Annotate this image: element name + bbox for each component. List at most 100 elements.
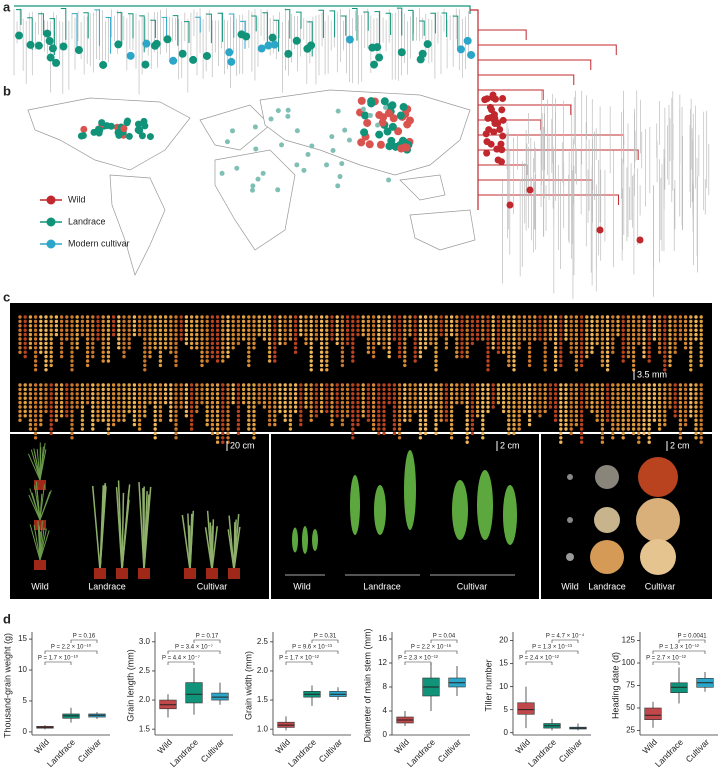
seed <box>101 405 105 409</box>
seed <box>96 405 100 409</box>
seed <box>689 387 693 392</box>
seed <box>179 324 183 328</box>
seed <box>569 315 573 319</box>
seed <box>621 418 625 422</box>
tree-tip <box>142 39 151 48</box>
seed <box>600 387 605 392</box>
seed <box>423 414 428 418</box>
seed <box>413 400 417 405</box>
seed <box>361 414 365 418</box>
seed <box>278 319 282 324</box>
site <box>98 119 106 127</box>
seed <box>221 422 225 427</box>
seed <box>392 315 397 319</box>
seed <box>283 392 287 396</box>
seed <box>273 422 277 427</box>
bracket <box>70 639 98 643</box>
seed <box>569 383 573 387</box>
seed <box>23 354 27 359</box>
seed <box>678 383 683 387</box>
seed <box>475 387 480 392</box>
seed <box>590 409 594 414</box>
seed <box>39 315 43 319</box>
site <box>285 113 291 119</box>
seed <box>616 427 620 431</box>
seed <box>590 392 594 396</box>
seed <box>689 392 693 396</box>
seed <box>689 405 693 409</box>
seed <box>65 405 69 409</box>
seed <box>553 328 558 332</box>
seed <box>340 354 345 359</box>
seed <box>221 341 225 346</box>
seed <box>252 328 256 332</box>
seed <box>600 324 605 328</box>
seed <box>689 368 693 372</box>
seed <box>174 324 178 328</box>
seed <box>356 405 360 409</box>
seed <box>382 328 386 332</box>
seed <box>137 414 142 418</box>
seed <box>559 324 563 328</box>
seed <box>210 383 215 387</box>
seed <box>49 396 53 400</box>
y-axis-title: Tiller number <box>483 659 493 711</box>
seed <box>663 387 667 392</box>
seed <box>122 405 126 409</box>
seed <box>475 383 480 387</box>
seed <box>418 392 423 396</box>
seed <box>626 418 631 422</box>
seed <box>96 315 100 319</box>
seed <box>507 392 511 396</box>
seed <box>600 436 605 440</box>
seed <box>553 368 558 372</box>
seed <box>70 350 74 354</box>
seed <box>517 396 521 400</box>
seed <box>637 315 641 319</box>
seed <box>148 396 152 400</box>
seed <box>507 431 511 436</box>
seed <box>527 332 532 337</box>
seed <box>449 324 454 328</box>
seed <box>148 387 152 392</box>
seed <box>527 392 532 396</box>
panel-label: c <box>3 289 10 304</box>
seed <box>267 332 272 337</box>
seed <box>91 418 95 422</box>
tree-branch <box>139 15 145 53</box>
seed <box>356 418 360 422</box>
site <box>383 127 392 136</box>
seed <box>631 324 636 328</box>
seed <box>465 387 469 392</box>
seed <box>23 346 27 350</box>
seed <box>117 414 121 418</box>
seed <box>33 341 38 346</box>
seed <box>694 405 698 409</box>
seed <box>559 383 563 387</box>
seed <box>699 387 703 392</box>
seed <box>226 387 230 392</box>
seed <box>215 392 220 396</box>
seed <box>657 396 662 400</box>
seed <box>127 337 131 341</box>
seed <box>595 328 599 332</box>
seed <box>569 324 573 328</box>
seed <box>642 431 646 436</box>
seed <box>678 400 683 405</box>
seed <box>699 359 703 363</box>
seed <box>611 409 615 414</box>
seed <box>429 328 433 332</box>
seed <box>111 392 116 396</box>
seed <box>80 328 85 332</box>
site <box>96 126 104 134</box>
seed <box>23 315 27 319</box>
seed <box>247 418 251 422</box>
seed <box>522 405 527 409</box>
seed <box>481 337 485 341</box>
seed <box>366 418 371 422</box>
seed <box>501 315 506 319</box>
seed <box>460 315 464 319</box>
seed <box>200 400 204 405</box>
seed <box>189 328 194 332</box>
seed <box>486 359 490 363</box>
